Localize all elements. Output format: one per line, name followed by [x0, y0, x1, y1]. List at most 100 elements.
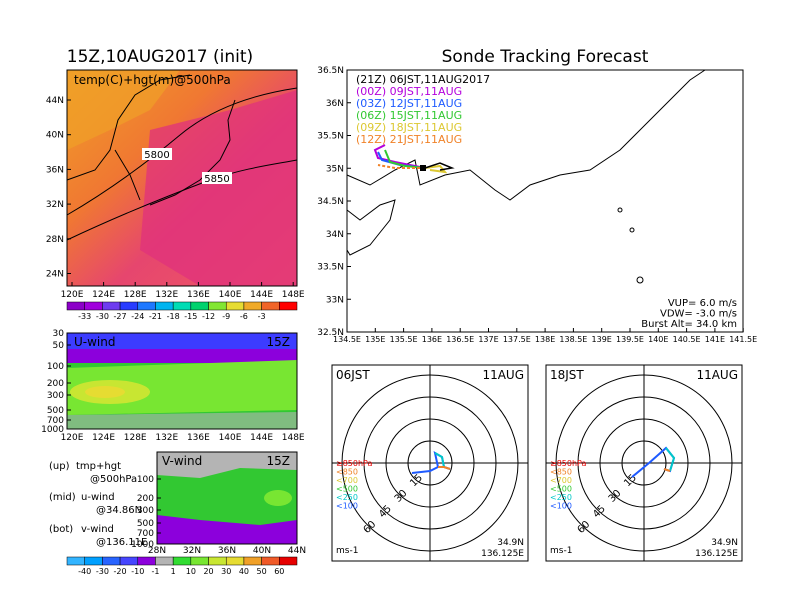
uwind-lon-label: 140E: [219, 433, 242, 443]
track-lat-label: 35.5N: [317, 132, 344, 142]
vwind-high: [264, 490, 292, 506]
track-lon-label: 134.5E: [333, 335, 361, 344]
top-lat-ticks: 44N 40N 36N 32N 28N 24N: [46, 96, 71, 280]
track-run-legend: (21Z) 06JST,11AUG2017(00Z) 09JST,11AUG(0…: [356, 73, 490, 146]
note-line2: @34.86N: [96, 505, 142, 516]
vwind-lat-label: 36N: [218, 546, 236, 556]
run-label: (21Z) 06JST,11AUG2017: [356, 73, 490, 86]
track-lat-label: 34N: [326, 230, 344, 240]
vwind-p-label: 700: [137, 529, 154, 539]
top-lon-label: 140E: [219, 290, 242, 300]
temp-colorbar-label: -27: [114, 312, 127, 321]
wind-colorbar-swatch: [225, 556, 245, 566]
track-lon-label: 141E: [705, 335, 725, 344]
uwind-jet-core: [85, 386, 125, 398]
track-lon-label: 139.5E: [616, 335, 644, 344]
contour-label-bg-2: [202, 172, 232, 184]
top-lon-label: 128E: [124, 290, 147, 300]
track-lat-label: 32.5N: [317, 328, 344, 338]
vwind-lat-label: 40N: [253, 546, 271, 556]
polar-unit: ms-1: [550, 546, 572, 556]
uwind-lon-label: 144E: [250, 433, 273, 443]
wind-colorbar-label: 20: [203, 567, 213, 576]
polar-track-low: [663, 468, 671, 472]
track-lon-label: 138E: [535, 335, 555, 344]
vwind-p-label: 300: [137, 506, 154, 516]
polar-lon: 136.125E: [481, 549, 524, 559]
temp-colorbar-label: -24: [131, 312, 144, 321]
vwind-purple: [157, 515, 297, 544]
top-lon-label: 132E: [155, 290, 178, 300]
uwind-lon-label: 148E: [282, 433, 305, 443]
track-lon-label: 139E: [592, 335, 612, 344]
uwind-p-label: 30: [53, 329, 65, 339]
polar-time: 18JST: [550, 368, 584, 382]
contour-5800: [66, 87, 298, 216]
uwind-p-label: 50: [53, 341, 65, 351]
top-lat-label: 40N: [46, 131, 64, 141]
polar-legend-label: ≥850hPa: [550, 459, 587, 468]
track-lat-label: 34.5N: [317, 197, 344, 207]
uwind-surface: [67, 412, 297, 429]
temp-hgt-map: 5800 5850 temp(C)+hgt(m)@500hPa: [66, 69, 298, 287]
polar-track: [411, 451, 451, 474]
top-lon-ticks: 120E 124E 128E 132E 136E 140E 144E 148E: [61, 282, 305, 300]
polar-time: 06JST: [336, 368, 370, 382]
polar-legend-label: <500: [336, 485, 358, 494]
polar-legend-label: <850: [336, 468, 358, 477]
wind-colorbar-swatch: [119, 556, 139, 566]
temp-colorbar-label: -21: [149, 312, 162, 321]
uwind-p-label: 200: [47, 379, 64, 389]
wind-colorbar-swatch: [279, 556, 298, 566]
temp-colorbar-swatch: [172, 301, 192, 311]
temp-colorbar-swatch: [225, 301, 245, 311]
note-key: (mid): [49, 492, 76, 503]
wind-colorbar-label: 30: [221, 567, 231, 576]
left-title: 15Z,10AUG2017 (init): [67, 47, 253, 67]
run-label: (12Z) 21JST,11AUG: [356, 133, 462, 146]
temp-colorbar: -33 -30 -27 -24 -21 -18 -15 -12 -9 -6 -3: [66, 301, 298, 321]
polar-track-mid: [434, 452, 445, 468]
legend-notes: (up) tmp+hgt @500hPa (mid) u-wind @34.86N (bot…: [49, 461, 147, 548]
note-line2: @136.11E: [96, 537, 147, 548]
top-lon-label: 144E: [250, 290, 273, 300]
track-param: Burst Alt= 34.0 km: [641, 319, 737, 330]
wind-colorbar-label: -30: [96, 567, 109, 576]
uwind-top-band: [67, 333, 297, 349]
polar-track-low: [438, 466, 451, 470]
vwind-label: V-wind: [162, 454, 202, 468]
island-2: [629, 227, 635, 233]
temp-colorbar-swatch: [208, 301, 227, 311]
polar-legend-label: <500: [550, 485, 572, 494]
uwind-time: 15Z: [267, 335, 291, 349]
temp-colorbar-label: -3: [258, 312, 266, 321]
uwind-panel: U-wind 15Z: [66, 332, 298, 430]
uwind-mid-band: [67, 349, 297, 363]
polar-lat: 34.9N: [711, 538, 738, 548]
polar-plots: 06JST 11AUG34.9N136.125Ems-115304560≥850h…: [331, 364, 743, 562]
vwind-lat-label: 28N: [148, 546, 166, 556]
track-lon-label: 136.5E: [446, 335, 474, 344]
polar-legend-label: <700: [550, 476, 572, 485]
launch-site-marker: [420, 165, 426, 171]
polar-unit: ms-1: [336, 546, 358, 556]
wind-colorbar-swatch: [155, 556, 174, 566]
contour-label-5850: 5850: [204, 174, 229, 185]
top-lon-label: 136E: [187, 290, 210, 300]
honshu-coast: [346, 69, 706, 201]
temp-colorbar-label: -9: [222, 312, 230, 321]
note-line1: v-wind: [81, 524, 114, 535]
track-lon-label: 135E: [365, 335, 385, 344]
track-lon-label: 138.5E: [559, 335, 587, 344]
temp-colorbar-label: -12: [202, 312, 215, 321]
uwind-p-label: 500: [47, 406, 64, 416]
track-lon-label: 137.5E: [503, 335, 531, 344]
run-label: (06Z) 15JST,11AUG: [356, 109, 462, 122]
temp-colorbar-label: -18: [167, 312, 180, 321]
top-lon-label: 120E: [61, 290, 84, 300]
kii-coast: [346, 199, 396, 256]
wind-colorbar-swatch: [190, 556, 209, 566]
wind-colorbar-swatch: [243, 556, 262, 566]
